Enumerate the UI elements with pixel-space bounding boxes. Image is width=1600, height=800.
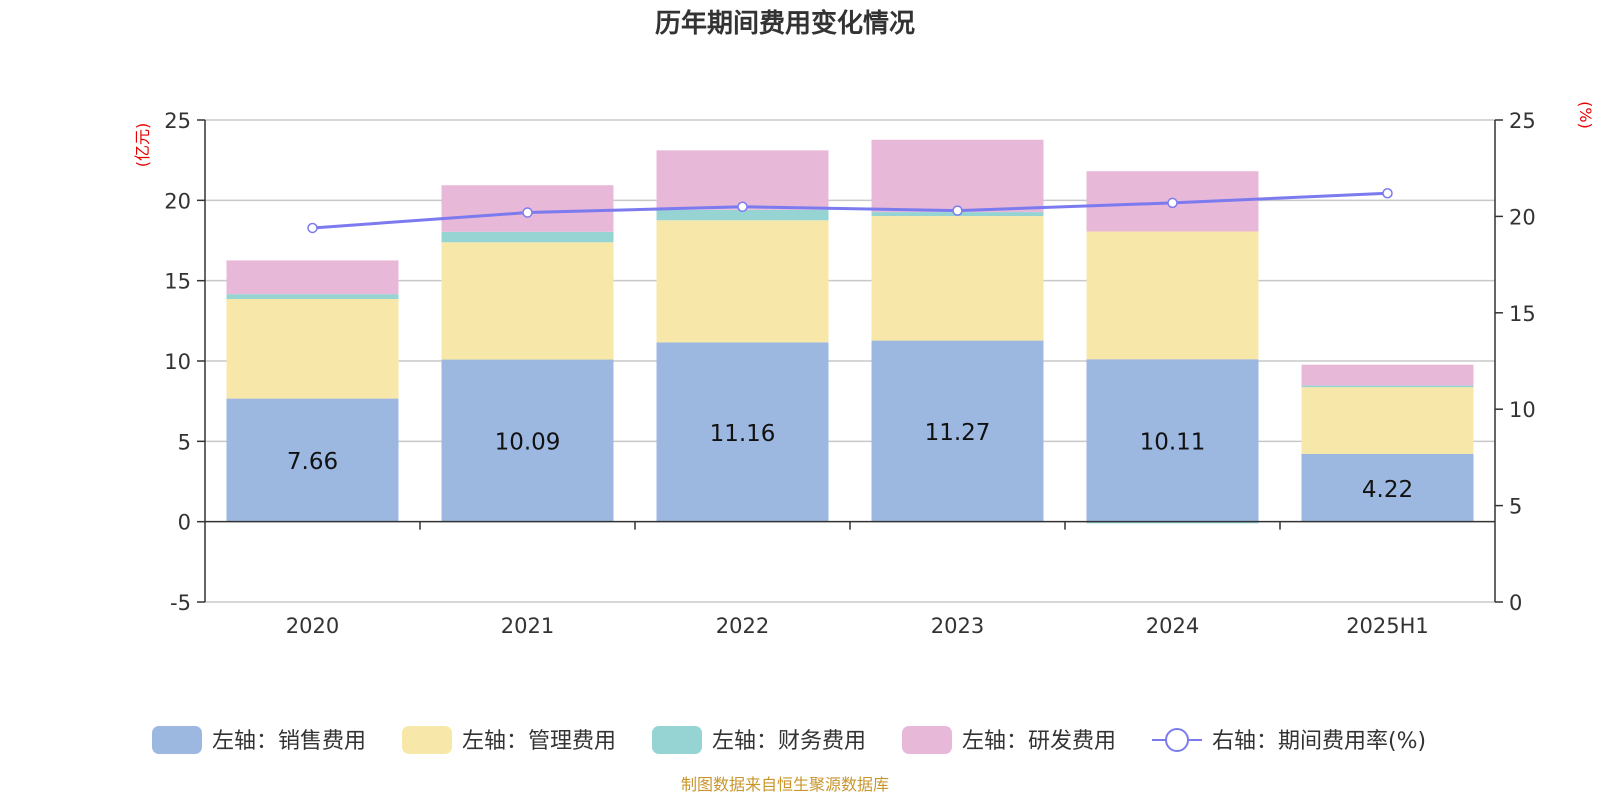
x-tick-label: 2024 xyxy=(1146,614,1199,638)
left-tick-label: 5 xyxy=(178,430,191,454)
legend-label: 右轴：期间费用率(%) xyxy=(1212,729,1426,754)
bar-segment xyxy=(656,209,829,221)
bar-segment xyxy=(656,220,829,343)
rate-point xyxy=(952,205,963,216)
rate-point xyxy=(522,207,533,218)
bar-segment xyxy=(226,294,399,299)
rate-line-series xyxy=(307,188,1393,234)
data-labels: 7.66 10.09 11.16 11.27 10.11 4.22 xyxy=(287,420,1413,503)
bar-segment xyxy=(871,340,1044,522)
x-tick-label: 2023 xyxy=(931,614,984,638)
x-tick-label: 2020 xyxy=(286,614,339,638)
bar-segment xyxy=(656,342,829,522)
left-tick-label: 15 xyxy=(164,270,191,294)
bar-segment xyxy=(1301,453,1474,522)
x-tick-label: 2022 xyxy=(716,614,769,638)
legend-label: 左轴：管理费用 xyxy=(462,729,616,754)
bar-value-label: 11.27 xyxy=(925,420,991,446)
bar-segment xyxy=(226,398,399,522)
right-tick-label: 20 xyxy=(1509,205,1536,229)
legend-label: 左轴：财务费用 xyxy=(712,729,866,754)
left-tick-label: 20 xyxy=(164,189,191,213)
grid xyxy=(205,119,1495,603)
chart-title: 历年期间费用变化情况 xyxy=(655,8,915,39)
rate-point xyxy=(737,201,748,213)
bar-segment xyxy=(226,260,399,295)
bar-series xyxy=(226,139,1474,524)
left-tick-label: 0 xyxy=(178,511,191,535)
legend-swatch xyxy=(152,726,202,754)
bar-value-label: 10.11 xyxy=(1140,429,1206,455)
bar-value-label: 7.66 xyxy=(287,449,338,475)
bar-segment xyxy=(441,242,614,360)
bar-segment xyxy=(1086,359,1259,522)
bar-segment xyxy=(441,231,614,243)
source-note: 制图数据来自恒生聚源数据库 xyxy=(681,775,889,794)
legend-swatch xyxy=(402,726,452,754)
right-tick-label: 5 xyxy=(1509,495,1522,519)
left-tick-label: 10 xyxy=(164,350,191,374)
right-tick-label: 0 xyxy=(1509,591,1522,615)
right-tick-label: 25 xyxy=(1509,109,1536,133)
rate-line xyxy=(312,191,1388,230)
left-axis-unit: (亿元) xyxy=(133,123,152,168)
left-tick-label: -5 xyxy=(170,591,191,615)
bar-segment xyxy=(226,298,399,399)
bar-segment xyxy=(441,359,614,522)
legend: 左轴：销售费用 左轴：管理费用 左轴：财务费用 左轴：研发费用 右轴：期间费用率(%) xyxy=(152,726,1426,754)
bar-segment xyxy=(871,216,1044,341)
bar-segment xyxy=(1301,385,1474,388)
legend-label: 左轴：销售费用 xyxy=(212,729,366,754)
rate-point xyxy=(307,222,318,234)
bar-value-label: 11.16 xyxy=(710,421,776,447)
legend-swatch xyxy=(652,726,702,754)
bar-value-label: 10.09 xyxy=(495,430,561,456)
bar-segment xyxy=(1301,364,1474,386)
right-axis-unit: (%) xyxy=(1576,101,1595,129)
rate-point xyxy=(1382,188,1393,199)
x-tick-label: 2021 xyxy=(501,614,554,638)
bar-segment xyxy=(656,150,829,210)
axes: -5 0 5 10 15 20 25 0 5 10 15 20 25 2020 2021 2022 2023 20… xyxy=(164,109,1535,638)
x-tick-label: 2025H1 xyxy=(1346,614,1429,638)
legend-circle-marker xyxy=(1165,728,1189,752)
legend-label: 左轴：研发费用 xyxy=(962,729,1116,754)
bar-segment xyxy=(1301,387,1474,454)
right-tick-label: 10 xyxy=(1509,398,1536,422)
right-tick-label: 15 xyxy=(1509,302,1536,326)
legend-swatch xyxy=(902,726,952,754)
bar-segment xyxy=(1086,521,1259,524)
left-tick-label: 25 xyxy=(164,109,191,133)
bar-segment xyxy=(871,139,1044,213)
bar-segment xyxy=(1086,231,1259,360)
rate-point xyxy=(1167,197,1178,209)
bar-value-label: 4.22 xyxy=(1362,477,1413,503)
